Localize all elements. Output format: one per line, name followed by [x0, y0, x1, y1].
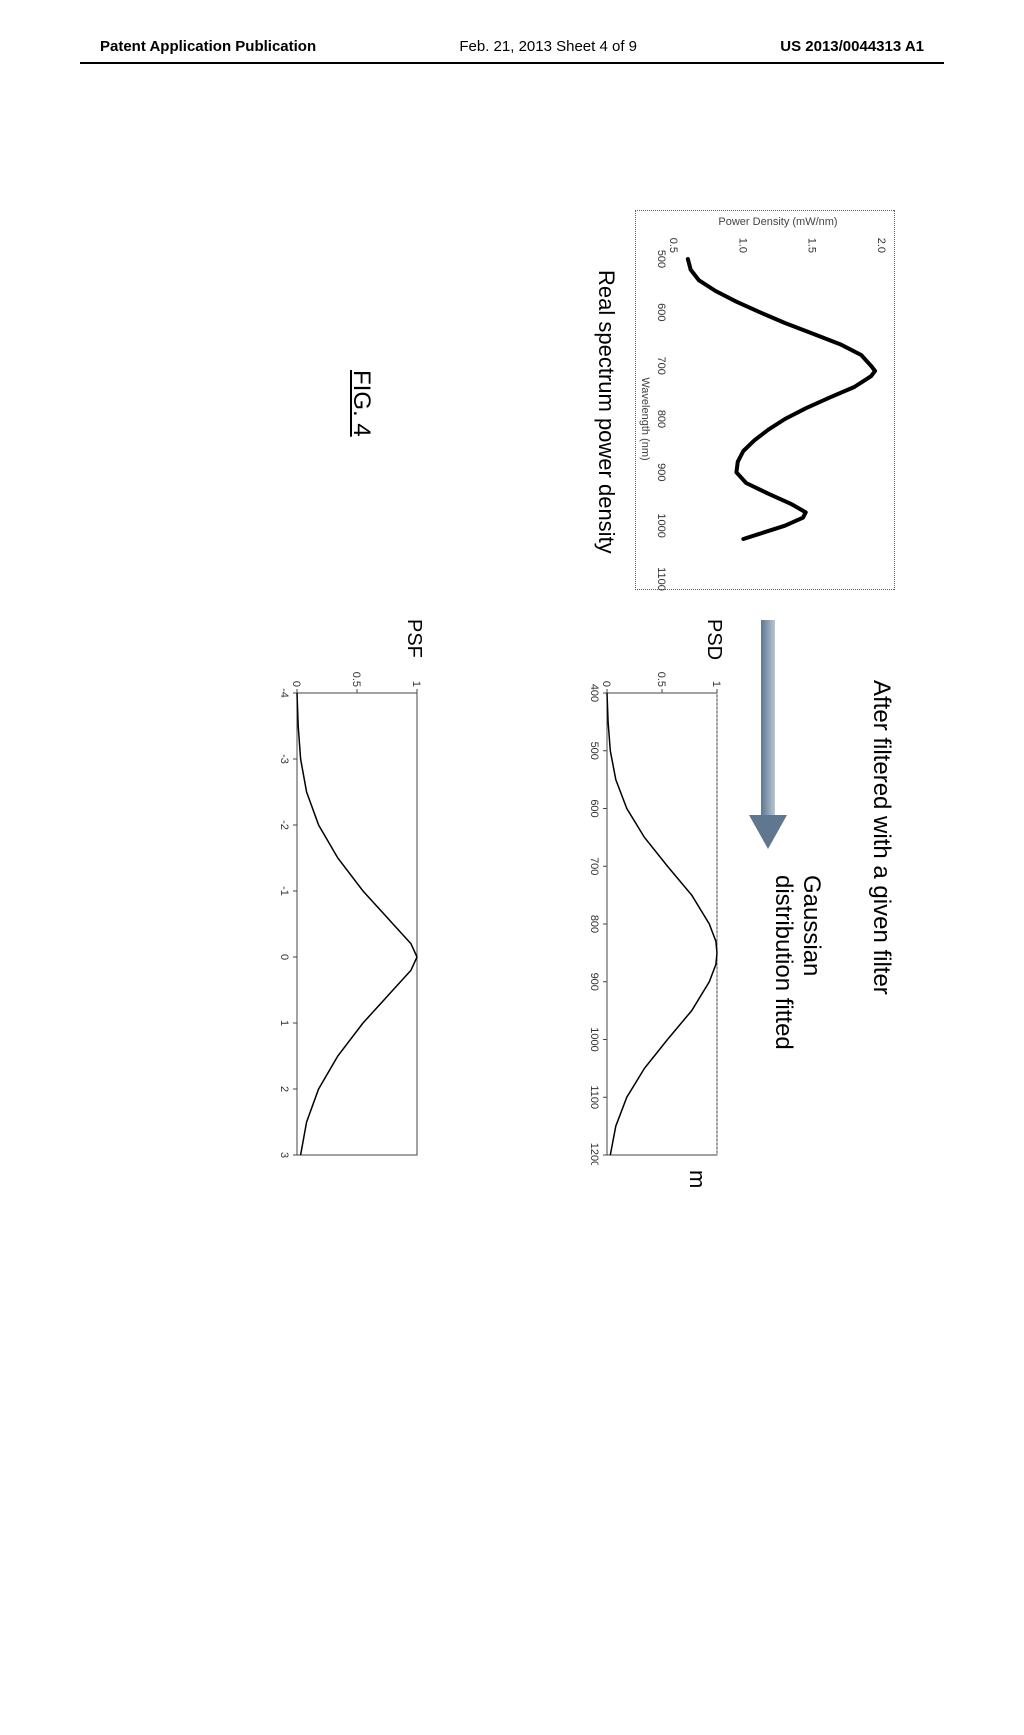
- psf-svg: 0 0.5 1 -4 -3 -2 -1 0 1 2 3: [275, 665, 425, 1165]
- svg-text:0: 0: [600, 681, 612, 687]
- svg-text:-4: -4: [278, 688, 290, 698]
- svg-text:900: 900: [655, 463, 667, 481]
- svg-text:2: 2: [278, 1086, 290, 1092]
- m-unit-label: m: [684, 1170, 710, 1188]
- svg-text:2.0: 2.0: [875, 238, 887, 253]
- figure-number: FIG. 4: [347, 370, 375, 437]
- svg-text:1.5: 1.5: [806, 238, 818, 253]
- svg-text:400: 400: [588, 684, 600, 702]
- header-right: US 2013/0044313 A1: [780, 38, 924, 55]
- svg-text:700: 700: [588, 857, 600, 875]
- svg-text:1000: 1000: [588, 1027, 600, 1051]
- svg-text:800: 800: [588, 915, 600, 933]
- real-spectrum-chart: 0.5 1.0 1.5 2.0 500 600 700 800 900 1000 1100 Wavel…: [635, 210, 895, 610]
- svg-text:800: 800: [655, 410, 667, 428]
- svg-text:1200: 1200: [588, 1143, 600, 1165]
- psd-svg: 0 0.5 1 400 500 600 700 800 900 1000 1100 1200: [585, 665, 725, 1165]
- real-spectrum-plot-area: 0.5 1.0 1.5 2.0 500 600 700 800 900 1000 1100 Wavel…: [635, 210, 895, 590]
- svg-text:600: 600: [588, 799, 600, 817]
- svg-text:1: 1: [710, 681, 722, 687]
- svg-text:900: 900: [588, 973, 600, 991]
- header-rule: [80, 62, 944, 64]
- figure-container: 0.51.01.52.050060070080090010001100Wavel…: [0, 265, 1024, 1085]
- svg-text:0.5: 0.5: [667, 238, 679, 253]
- psf-chart: PSF 00.51-4-3-2-10123: [270, 665, 425, 1735]
- svg-text:600: 600: [655, 303, 667, 321]
- figure-inner: 0.51.01.52.050060070080090010001100Wavel…: [95, 140, 915, 1210]
- svg-text:-2: -2: [278, 820, 290, 830]
- svg-text:1100: 1100: [655, 567, 667, 591]
- filter-label: After filtered with a given filter: [867, 680, 895, 995]
- real-spectrum-caption: Real spectrum power density: [593, 270, 619, 554]
- svg-text:Power Density (mW/nm): Power Density (mW/nm): [718, 216, 837, 228]
- svg-text:-1: -1: [278, 886, 290, 896]
- header-center: Feb. 21, 2013 Sheet 4 of 9: [459, 38, 637, 55]
- svg-text:0.5: 0.5: [350, 672, 362, 687]
- svg-text:1100: 1100: [588, 1085, 600, 1109]
- svg-text:Wavelength (nm): Wavelength (nm): [639, 377, 651, 460]
- svg-text:-3: -3: [278, 754, 290, 764]
- header-left: Patent Application Publication: [100, 38, 316, 55]
- real-spectrum-svg: 0.5 1.0 1.5 2.0 500 600 700 800 900 1000 1100 Wavel…: [634, 211, 894, 591]
- svg-text:1000: 1000: [655, 513, 667, 537]
- page-header: Patent Application Publication Feb. 21, …: [0, 38, 1024, 55]
- filter-arrow-shaft: [761, 620, 775, 820]
- psf-axis-label: PSF: [402, 619, 425, 658]
- filter-arrow-head-icon: [749, 815, 787, 849]
- svg-text:1: 1: [410, 681, 422, 687]
- svg-text:0: 0: [278, 954, 290, 960]
- svg-text:0.5: 0.5: [655, 672, 667, 687]
- gaussian-label: Gaussian distribution fitted: [769, 875, 825, 1050]
- svg-text:700: 700: [655, 356, 667, 374]
- svg-text:1: 1: [278, 1020, 290, 1026]
- svg-text:0: 0: [290, 681, 302, 687]
- svg-text:1.0: 1.0: [736, 238, 748, 253]
- svg-text:500: 500: [588, 742, 600, 760]
- svg-text:500: 500: [655, 250, 667, 268]
- svg-text:3: 3: [278, 1152, 290, 1158]
- psd-axis-label: PSD: [702, 619, 725, 660]
- psd-chart: PSD 00.51400500600700800900100011001200: [580, 665, 725, 1735]
- filter-arrow: [751, 620, 785, 850]
